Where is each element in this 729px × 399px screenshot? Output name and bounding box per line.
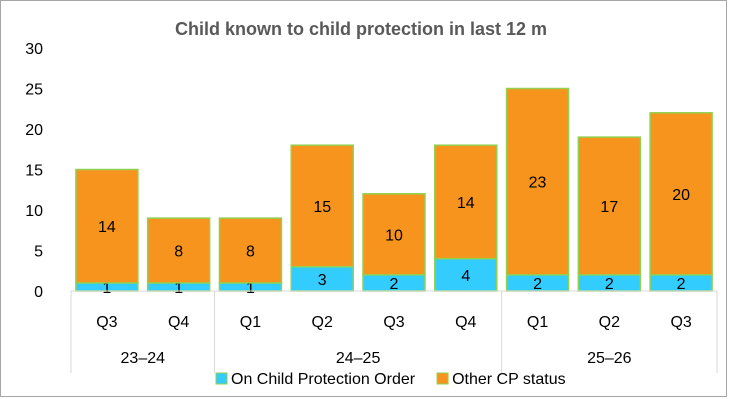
data-label: 3 bbox=[318, 272, 327, 289]
bar-segment bbox=[362, 193, 426, 276]
y-tick-label: 20 bbox=[25, 122, 43, 139]
x-tick-label: Q3 bbox=[383, 314, 404, 331]
bar-segment bbox=[290, 144, 354, 268]
legend-label: Other CP status bbox=[452, 371, 566, 388]
data-label: 8 bbox=[246, 244, 255, 261]
data-label: 2 bbox=[677, 276, 686, 293]
y-tick-label: 30 bbox=[25, 41, 43, 58]
y-tick-label: 15 bbox=[25, 163, 43, 180]
legend-swatch bbox=[215, 372, 228, 385]
data-label: 14 bbox=[457, 195, 475, 212]
bar-segment bbox=[146, 217, 211, 284]
data-label: 23 bbox=[529, 175, 547, 192]
x-tick-label: Q2 bbox=[599, 314, 620, 331]
data-label: 2 bbox=[390, 276, 399, 293]
legend-label: On Child Protection Order bbox=[231, 371, 416, 388]
data-label: 2 bbox=[605, 276, 614, 293]
data-label: 14 bbox=[98, 219, 116, 236]
legend-swatch bbox=[436, 372, 449, 385]
data-label: 1 bbox=[246, 280, 255, 297]
data-label: 4 bbox=[461, 268, 470, 285]
data-label: 8 bbox=[174, 244, 183, 261]
x-tick-label: Q1 bbox=[527, 314, 548, 331]
bar-segment bbox=[649, 112, 713, 276]
y-tick-label: 5 bbox=[34, 244, 43, 261]
y-tick-label: 0 bbox=[34, 284, 43, 301]
x-tick-label: Q2 bbox=[312, 314, 333, 331]
x-tick-label: Q3 bbox=[670, 314, 691, 331]
x-tick-label: Q4 bbox=[168, 314, 189, 331]
bar-segment bbox=[434, 144, 498, 260]
x-group-label: 23–24 bbox=[121, 350, 166, 367]
data-label: 20 bbox=[672, 187, 690, 204]
x-group-label: 24–25 bbox=[336, 350, 381, 367]
x-tick-label: Q4 bbox=[455, 314, 476, 331]
data-label: 10 bbox=[385, 227, 403, 244]
y-tick-label: 10 bbox=[25, 203, 43, 220]
bar-segment bbox=[505, 87, 570, 276]
chart-title: Child known to child protection in last … bbox=[175, 19, 547, 39]
y-tick-label: 25 bbox=[25, 82, 43, 99]
bar-segment bbox=[218, 217, 283, 284]
x-group-label: 25–26 bbox=[587, 350, 632, 367]
bar-segment bbox=[75, 168, 139, 284]
x-tick-label: Q1 bbox=[240, 314, 261, 331]
bar-segment bbox=[577, 136, 642, 276]
data-label: 15 bbox=[313, 199, 331, 216]
x-tick-label: Q3 bbox=[96, 314, 117, 331]
data-label: 2 bbox=[533, 276, 542, 293]
data-label: 1 bbox=[102, 280, 111, 297]
data-label: 17 bbox=[600, 199, 618, 216]
data-label: 1 bbox=[174, 280, 183, 297]
